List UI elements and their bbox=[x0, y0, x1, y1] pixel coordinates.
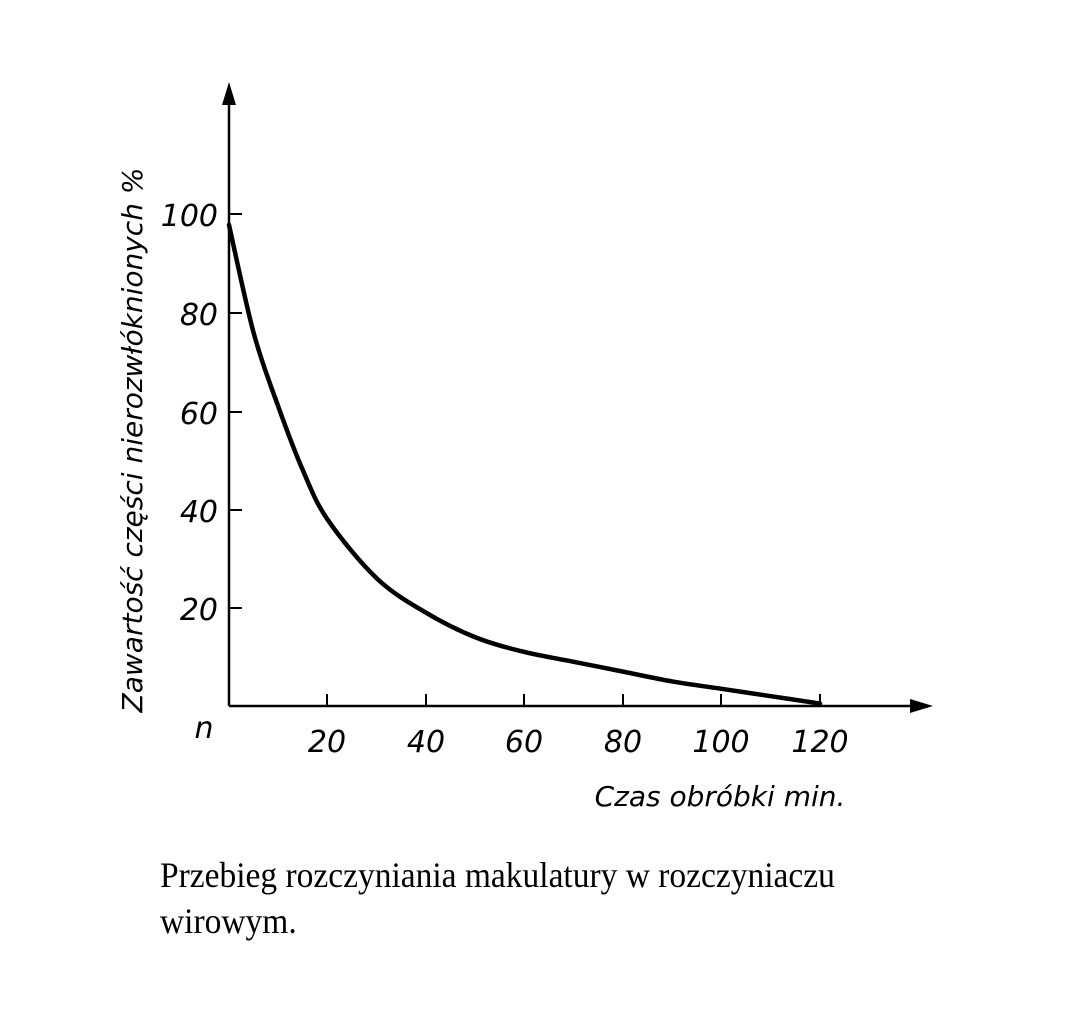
y-tick-label: 80 bbox=[180, 298, 218, 333]
x-tick-label: 40 bbox=[407, 725, 445, 760]
x-ticks bbox=[326, 694, 821, 706]
data-curve bbox=[226, 222, 823, 706]
y-tick-label: 40 bbox=[180, 495, 218, 530]
chart-figure: 20 40 60 80 100 20 40 60 80 100 120 n Za… bbox=[116, 82, 933, 813]
x-tick-label: 60 bbox=[505, 725, 543, 760]
x-tick-label: 100 bbox=[692, 725, 749, 760]
x-tick-label: 80 bbox=[604, 725, 642, 760]
x-tick-label: 20 bbox=[308, 725, 346, 760]
figure-caption: Przebieg rozczyniania makulatury w rozcz… bbox=[160, 855, 835, 941]
x-axis-title: Czas obróbki min. bbox=[595, 780, 846, 813]
y-tick-label: 100 bbox=[161, 199, 218, 234]
y-axis-title: Zawartość części nierozwłóknionych % bbox=[116, 168, 149, 714]
y-tick-label: 20 bbox=[180, 593, 218, 628]
y-ticks bbox=[229, 213, 242, 609]
y-axis-arrow-icon bbox=[222, 82, 236, 105]
x-axis-arrow-icon bbox=[910, 699, 933, 713]
x-tick-label: 120 bbox=[791, 725, 848, 760]
y-tick-label: 60 bbox=[180, 397, 218, 432]
origin-label: n bbox=[194, 711, 213, 746]
